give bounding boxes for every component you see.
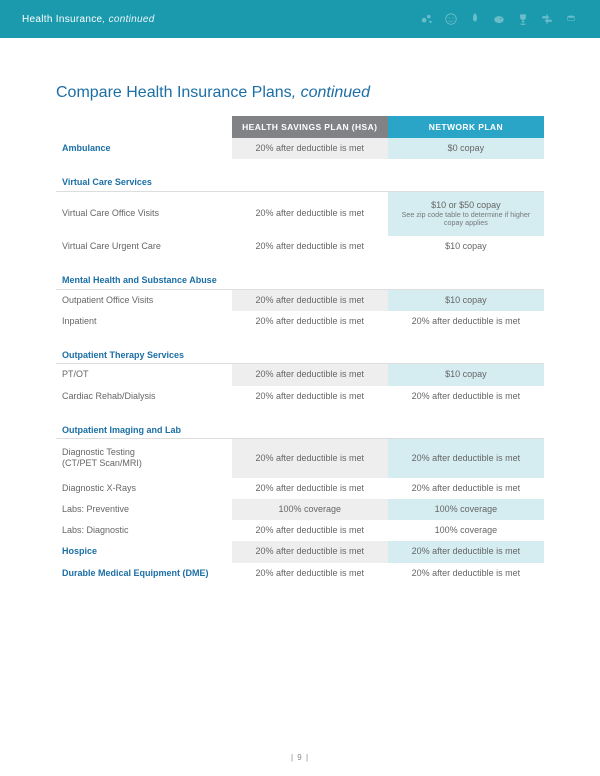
row-label: Diagnostic X-Rays xyxy=(56,478,232,499)
section-label: Outpatient Therapy Services xyxy=(56,336,544,364)
row-label: Inpatient xyxy=(56,311,232,332)
table-row: Durable Medical Equipment (DME)20% after… xyxy=(56,563,544,584)
cell-plan-network: $10 or $50 copaySee zip code table to de… xyxy=(388,191,544,236)
cell-fineprint: See zip code table to determine if highe… xyxy=(394,211,538,228)
page-title-main: Compare Health Insurance Plans xyxy=(56,84,292,101)
cell-plan-network: 100% coverage xyxy=(388,499,544,520)
cell-plan-hsa: 20% after deductible is met xyxy=(232,563,388,584)
table-row: Inpatient20% after deductible is met20% … xyxy=(56,311,544,332)
cell-plan-hsa: 20% after deductible is met xyxy=(232,191,388,236)
row-label: Diagnostic Testing(CT/PET Scan/MRI) xyxy=(56,439,232,478)
cell-plan-hsa: 20% after deductible is met xyxy=(232,520,388,541)
cell-plan-hsa: 20% after deductible is met xyxy=(232,138,388,159)
table-row: PT/OT20% after deductible is met$10 copa… xyxy=(56,364,544,386)
table-row: Labs: Diagnostic20% after deductible is … xyxy=(56,520,544,541)
row-label: PT/OT xyxy=(56,364,232,386)
cell-plan-hsa: 20% after deductible is met xyxy=(232,386,388,407)
page-title: Compare Health Insurance Plans, continue… xyxy=(56,84,544,102)
row-label: Virtual Care Office Visits xyxy=(56,191,232,236)
banner-title: Health Insurance, continued xyxy=(22,14,155,25)
comparison-table: HEALTH SAVINGS PLAN (HSA) NETWORK PLAN A… xyxy=(56,116,544,584)
table-row: Ambulance20% after deductible is met$0 c… xyxy=(56,138,544,159)
row-label: Labs: Preventive xyxy=(56,499,232,520)
cell-plan-network: 20% after deductible is met xyxy=(388,311,544,332)
cell-plan-network: 20% after deductible is met xyxy=(388,478,544,499)
section-heading: Outpatient Therapy Services xyxy=(56,336,544,364)
rocket-icon xyxy=(468,12,482,26)
cell-plan-hsa: 20% after deductible is met xyxy=(232,439,388,478)
header-blank xyxy=(56,116,232,138)
banner-title-main: Health Insurance xyxy=(22,14,102,25)
page-number: | 9 | xyxy=(291,753,309,762)
coins-icon xyxy=(564,12,578,26)
table-row: Diagnostic X-Rays20% after deductible is… xyxy=(56,478,544,499)
cell-plan-hsa: 20% after deductible is met xyxy=(232,478,388,499)
signpost-icon xyxy=(540,12,554,26)
table-row: Virtual Care Urgent Care20% after deduct… xyxy=(56,236,544,257)
cell-plan-network: $10 copay xyxy=(388,236,544,257)
piggy-icon xyxy=(492,12,506,26)
header-plan-hsa: HEALTH SAVINGS PLAN (HSA) xyxy=(232,116,388,138)
cell-plan-network: $10 copay xyxy=(388,289,544,311)
table-row: Cardiac Rehab/Dialysis20% after deductib… xyxy=(56,386,544,407)
face-icon xyxy=(444,12,458,26)
cell-plan-network: 20% after deductible is met xyxy=(388,439,544,478)
table-row: Hospice20% after deductible is met20% af… xyxy=(56,541,544,562)
page-footer: | 9 | xyxy=(0,753,600,762)
cell-plan-network: $0 copay xyxy=(388,138,544,159)
section-heading: Outpatient Imaging and Lab xyxy=(56,411,544,439)
row-label: Hospice xyxy=(56,541,232,562)
trophy-icon xyxy=(516,12,530,26)
row-label: Virtual Care Urgent Care xyxy=(56,236,232,257)
cell-plan-hsa: 20% after deductible is met xyxy=(232,289,388,311)
section-heading: Virtual Care Services xyxy=(56,163,544,191)
cell-plan-hsa: 20% after deductible is met xyxy=(232,364,388,386)
table-row: Virtual Care Office Visits20% after dedu… xyxy=(56,191,544,236)
row-label: Durable Medical Equipment (DME) xyxy=(56,563,232,584)
page-title-suffix: , continued xyxy=(292,84,370,101)
row-label: Labs: Diagnostic xyxy=(56,520,232,541)
header-plan-network: NETWORK PLAN xyxy=(388,116,544,138)
section-label: Virtual Care Services xyxy=(56,163,544,191)
cell-plan-network: 20% after deductible is met xyxy=(388,563,544,584)
row-label: Cardiac Rehab/Dialysis xyxy=(56,386,232,407)
section-heading: Mental Health and Substance Abuse xyxy=(56,261,544,289)
table-row: Outpatient Office Visits20% after deduct… xyxy=(56,289,544,311)
section-label: Mental Health and Substance Abuse xyxy=(56,261,544,289)
row-label: Outpatient Office Visits xyxy=(56,289,232,311)
table-row: Labs: Preventive100% coverage100% covera… xyxy=(56,499,544,520)
cell-plan-hsa: 100% coverage xyxy=(232,499,388,520)
top-banner: Health Insurance, continued xyxy=(0,0,600,38)
cell-plan-hsa: 20% after deductible is met xyxy=(232,311,388,332)
cell-plan-network: $10 copay xyxy=(388,364,544,386)
section-label: Outpatient Imaging and Lab xyxy=(56,411,544,439)
cell-plan-hsa: 20% after deductible is met xyxy=(232,541,388,562)
cell-plan-network: 20% after deductible is met xyxy=(388,386,544,407)
cell-plan-network: 100% coverage xyxy=(388,520,544,541)
row-sublabel: (CT/PET Scan/MRI) xyxy=(62,458,226,469)
banner-title-suffix: , continued xyxy=(102,14,154,25)
cell-plan-network: 20% after deductible is met xyxy=(388,541,544,562)
cell-plan-hsa: 20% after deductible is met xyxy=(232,236,388,257)
bubbles-icon xyxy=(420,12,434,26)
banner-icon-row xyxy=(420,12,578,26)
row-label: Ambulance xyxy=(56,138,232,159)
table-header-row: HEALTH SAVINGS PLAN (HSA) NETWORK PLAN xyxy=(56,116,544,138)
content: Compare Health Insurance Plans, continue… xyxy=(0,38,600,584)
table-body: Ambulance20% after deductible is met$0 c… xyxy=(56,138,544,584)
table-row: Diagnostic Testing(CT/PET Scan/MRI)20% a… xyxy=(56,439,544,478)
